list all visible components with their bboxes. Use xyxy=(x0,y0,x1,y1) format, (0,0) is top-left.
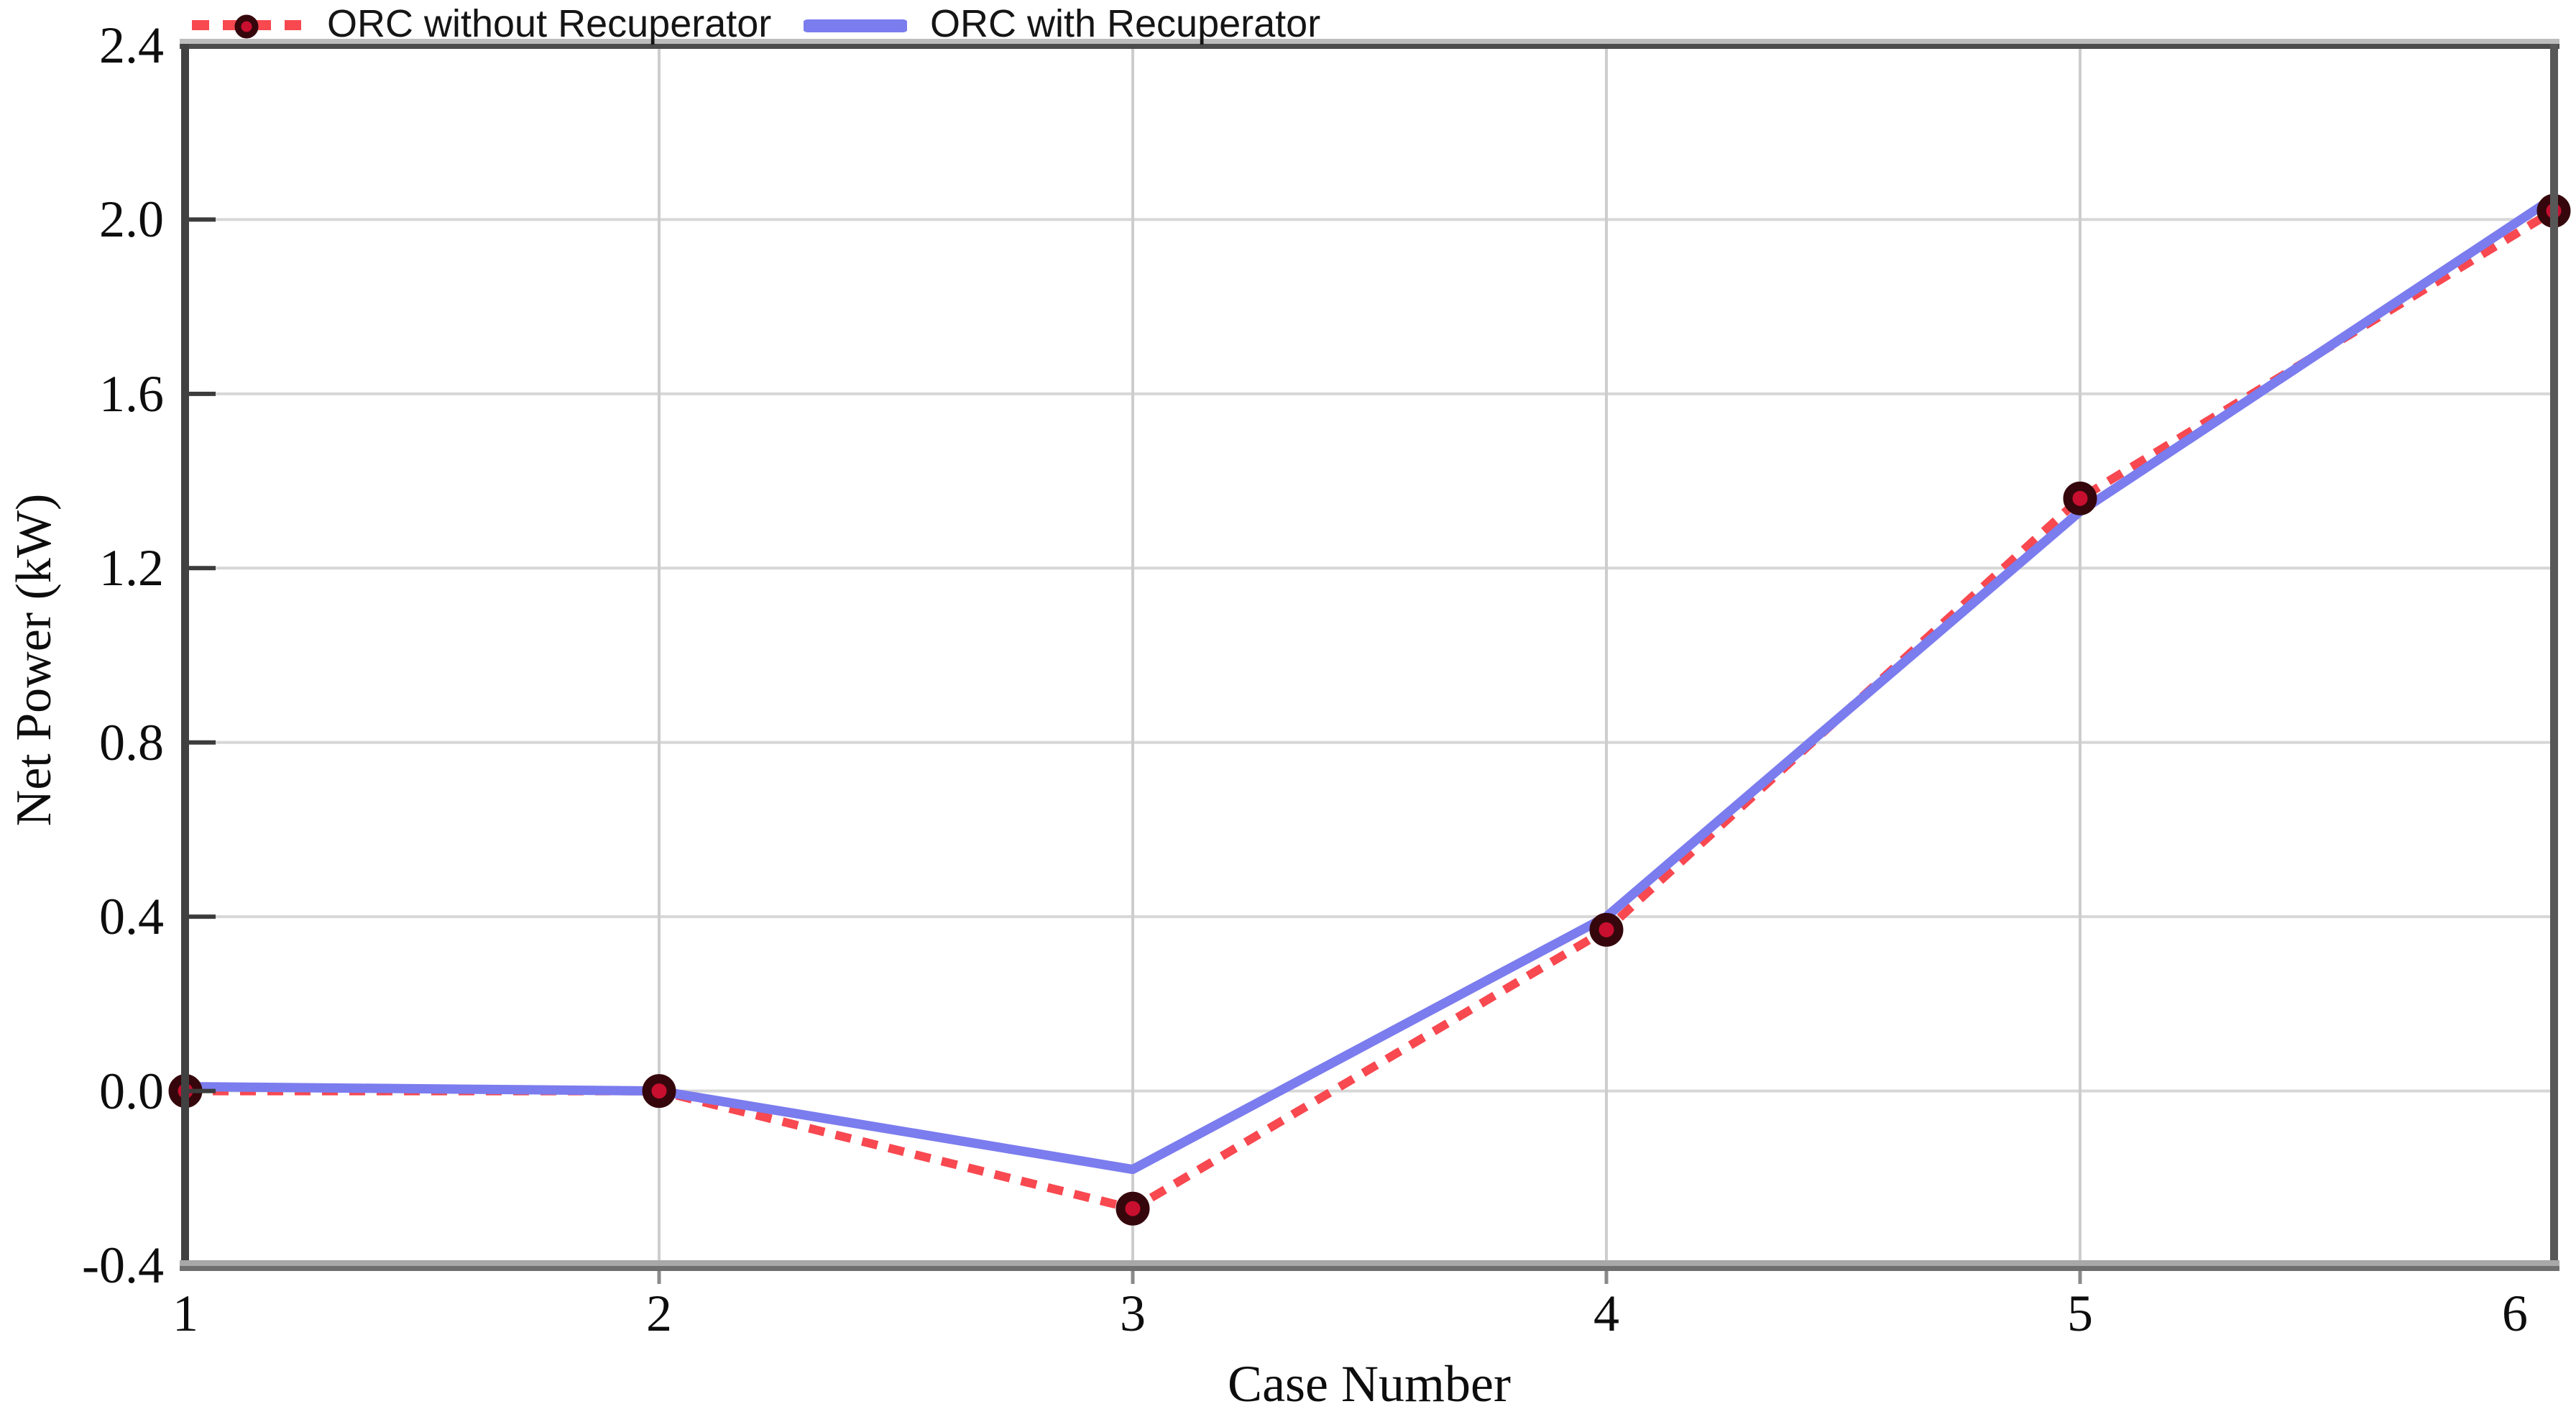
legend-item-orc-without-recuperator: ORC without Recuperator xyxy=(189,1,771,46)
plot-frame-bottom-dark xyxy=(180,1266,2559,1271)
plot-frame-top xyxy=(180,44,2559,49)
dashed-line-with-dot-swatch xyxy=(192,14,301,39)
plot-frame-top-shadow xyxy=(180,39,2559,44)
x-tick-label: 1 xyxy=(172,1285,198,1342)
x-tick-label: 2 xyxy=(646,1285,672,1342)
legend-label-without: ORC without Recuperator xyxy=(327,2,772,45)
y-tick-label: 1.2 xyxy=(99,539,164,597)
series-line-with-recuperator xyxy=(185,193,2557,1175)
plot-frame-left xyxy=(181,44,189,1271)
y-tick-label: 2.0 xyxy=(99,191,164,249)
x-tick-label: 5 xyxy=(2067,1285,2093,1342)
y-tick-label: -0.4 xyxy=(82,1236,164,1294)
y-tick-label: 0.8 xyxy=(99,713,164,771)
plot-frame-bottom-light xyxy=(180,1260,2559,1266)
data-point-marker xyxy=(642,1074,676,1109)
legend-label-with: ORC with Recuperator xyxy=(930,2,1321,45)
x-axis-title: Case Number xyxy=(1228,1355,1511,1413)
y-tick-label: 2.4 xyxy=(99,17,164,74)
series-line-without-recuperator xyxy=(185,207,2557,1213)
data-point-marker xyxy=(1116,1191,1150,1226)
y-tick-label: 0.4 xyxy=(99,888,164,946)
legend-item-orc-with-recuperator: ORC with Recuperator xyxy=(804,1,1320,46)
plot-frame-right xyxy=(2550,44,2558,1271)
x-tick-label: 6 xyxy=(2502,1285,2528,1342)
x-tick-label: 3 xyxy=(1120,1285,1146,1342)
y-tick-label: 1.6 xyxy=(99,364,164,423)
solid-line-swatch xyxy=(804,19,907,32)
x-tick-label: 4 xyxy=(1593,1285,1619,1342)
data-point-marker xyxy=(2063,481,2097,515)
data-point-marker xyxy=(1589,912,1624,947)
y-tick-label: 0.0 xyxy=(99,1062,164,1120)
